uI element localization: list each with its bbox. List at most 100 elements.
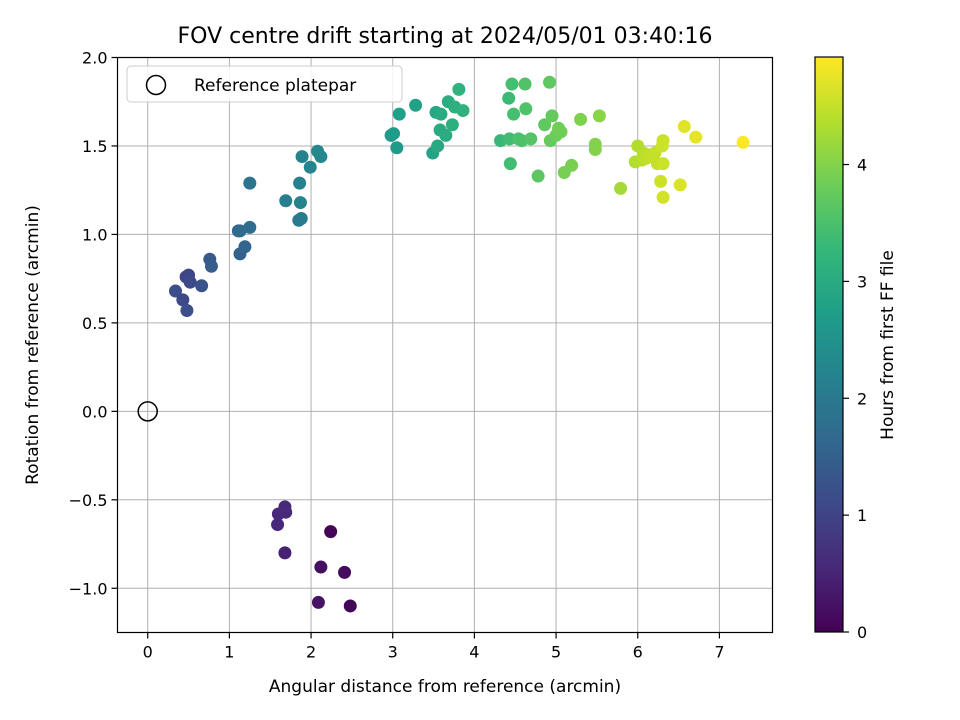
data-point (545, 109, 559, 123)
data-point (656, 190, 670, 204)
colorbar-label: Hours from first FF file (878, 250, 898, 440)
data-point (204, 259, 218, 273)
data-point (736, 135, 750, 149)
reference-platepar-marker (137, 401, 158, 422)
data-point (338, 565, 352, 579)
colorbar-tick-label: 1 (857, 506, 867, 525)
y-axis-label: Rotation from reference (arcmin) (23, 205, 43, 485)
data-point (303, 160, 317, 174)
data-point (445, 118, 459, 132)
data-point (409, 98, 423, 112)
data-point (524, 132, 538, 146)
data-point (656, 157, 670, 171)
data-point (195, 279, 209, 293)
data-point (311, 595, 325, 609)
data-point (531, 169, 545, 183)
colorbar-tick-label: 3 (857, 272, 867, 291)
data-point (519, 102, 533, 116)
data-point (279, 194, 293, 208)
data-point (324, 525, 338, 539)
data-point (294, 212, 308, 225)
data-point (295, 150, 309, 164)
y-tick-label: −0.5 (69, 491, 108, 510)
data-point (503, 132, 517, 146)
data-point (314, 150, 328, 164)
y-tick-label: 2.0 (82, 49, 107, 68)
legend-box (126, 65, 403, 103)
x-tick-label: 6 (633, 643, 643, 662)
x-tick-label: 2 (306, 643, 316, 662)
x-tick-label: 0 (143, 643, 153, 662)
data-point (588, 137, 602, 151)
colorbar-tick-label: 0 (857, 623, 867, 642)
data-point (505, 77, 519, 91)
colorbar-tick-label: 2 (857, 389, 867, 408)
data-point (677, 120, 691, 133)
data-point (565, 158, 579, 172)
data-point (614, 181, 628, 195)
data-point (554, 125, 568, 139)
data-point (543, 75, 557, 89)
y-tick-label: 1.0 (82, 225, 107, 244)
data-point (518, 77, 532, 91)
x-tick-label: 7 (714, 643, 724, 662)
data-point (507, 107, 521, 121)
colorbar-frame (814, 56, 844, 633)
x-tick-label: 1 (224, 643, 234, 662)
colorbar-tick-label: 4 (857, 156, 867, 175)
y-tick-label: 1.5 (82, 137, 107, 156)
legend: Reference platepar (126, 65, 403, 103)
y-axis-ticks: −1.0 −0.5 0.0 0.5 1.0 1.5 2.0 (69, 49, 118, 598)
plot-frame (116, 56, 774, 634)
data-point (502, 91, 516, 105)
data-point (168, 284, 182, 298)
data-point (434, 107, 448, 121)
data-point (439, 128, 453, 142)
data-point (673, 178, 687, 192)
data-point (176, 293, 190, 307)
x-tick-label: 3 (388, 643, 398, 662)
colorbar: 0 1 2 3 4 Hours from first FF file (814, 56, 898, 642)
x-axis-ticks: 0 1 2 3 4 5 6 7 (143, 632, 725, 662)
data-point (390, 141, 404, 155)
data-point (293, 196, 307, 210)
data-point (456, 104, 470, 118)
data-point (654, 174, 668, 188)
data-point (392, 107, 406, 121)
legend-marker (145, 74, 167, 96)
legend-label: Reference platepar (194, 76, 356, 96)
data-point (293, 176, 307, 190)
data-point (279, 505, 293, 519)
colorbar-gradient (815, 57, 843, 632)
data-point (314, 560, 328, 574)
data-point (689, 130, 703, 144)
data-point (271, 518, 285, 532)
x-tick-label: 5 (551, 643, 561, 662)
data-point (243, 220, 257, 234)
data-point (452, 82, 466, 96)
data-point (592, 109, 606, 123)
x-axis-label: Angular distance from reference (arcmin) (269, 677, 621, 697)
data-point (180, 304, 194, 317)
grid-lines (117, 57, 773, 633)
data-point (656, 134, 670, 148)
data-point (243, 176, 257, 190)
data-point (343, 599, 357, 613)
data-points (168, 75, 750, 613)
data-point (431, 139, 445, 153)
chart-title: FOV centre drift starting at 2024/05/01 … (178, 24, 713, 49)
y-tick-label: −1.0 (69, 579, 108, 598)
data-point (574, 112, 588, 126)
y-tick-label: 0.5 (82, 314, 107, 333)
data-point (538, 118, 552, 132)
data-point (233, 224, 247, 238)
data-point (278, 546, 292, 560)
x-tick-label: 4 (469, 643, 479, 662)
data-point (238, 240, 252, 254)
data-point (503, 157, 517, 171)
data-point (387, 127, 401, 141)
data-point (183, 275, 197, 289)
y-tick-label: 0.0 (82, 402, 107, 421)
colorbar-ticks: 0 1 2 3 4 (843, 156, 867, 642)
